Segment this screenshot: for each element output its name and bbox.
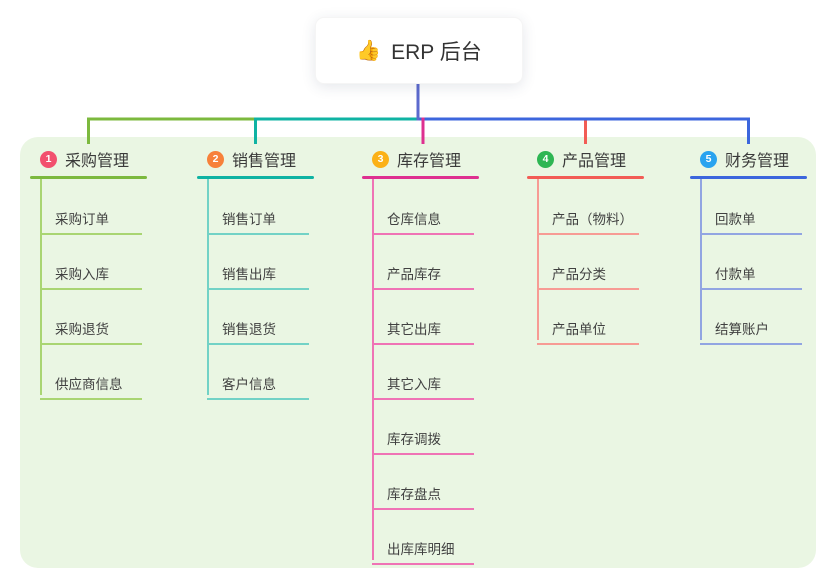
- branch-node-4[interactable]: 4 产品管理: [527, 143, 644, 175]
- child-node-label: 产品单位: [552, 322, 606, 337]
- branch-label: 财务管理: [725, 153, 790, 170]
- branches-panel: [20, 137, 816, 568]
- child-node-label: 采购退货: [55, 322, 109, 337]
- child-node[interactable]: 销售出库: [207, 243, 309, 290]
- child-node-label: 出库库明细: [387, 542, 455, 557]
- child-node[interactable]: 其它入库: [372, 353, 474, 400]
- root-node[interactable]: 👍 ERP 后台: [315, 17, 523, 84]
- child-node-label: 供应商信息: [55, 377, 123, 392]
- child-node-label: 库存调拨: [387, 432, 441, 447]
- branch-label: 产品管理: [562, 153, 627, 170]
- child-node[interactable]: 客户信息: [207, 353, 309, 400]
- child-node[interactable]: 库存调拨: [372, 408, 474, 455]
- child-node[interactable]: 产品（物料）: [537, 188, 639, 235]
- branch-label: 采购管理: [65, 153, 130, 170]
- branch-number-badge: 5: [700, 150, 717, 168]
- branch-1-children-spine: [40, 179, 42, 395]
- branch-node-1[interactable]: 1 采购管理: [30, 143, 147, 175]
- branch-node-3[interactable]: 3 库存管理: [362, 143, 479, 175]
- child-node[interactable]: 供应商信息: [40, 353, 142, 400]
- child-node[interactable]: 库存盘点: [372, 463, 474, 510]
- branch-number-badge: 4: [537, 150, 554, 168]
- branch-5-children-spine: [700, 179, 702, 340]
- branch-label: 销售管理: [232, 153, 297, 170]
- child-node-label: 付款单: [715, 267, 756, 282]
- branch-number-badge: 1: [40, 150, 57, 168]
- root-node-label: ERP 后台: [391, 40, 482, 64]
- branch-1-underline: [30, 176, 147, 179]
- child-node-label: 产品分类: [552, 267, 606, 282]
- child-node-label: 其它入库: [387, 377, 441, 392]
- child-node[interactable]: 回款单: [700, 188, 802, 235]
- thumbs-up-icon: 👍: [356, 40, 382, 62]
- child-node-label: 库存盘点: [387, 487, 441, 502]
- branch-node-5[interactable]: 5 财务管理: [690, 143, 807, 175]
- child-node-label: 销售订单: [222, 212, 276, 227]
- branch-3-children-spine: [372, 179, 374, 560]
- branch-3-underline: [362, 176, 479, 179]
- child-node[interactable]: 销售订单: [207, 188, 309, 235]
- child-node[interactable]: 采购退货: [40, 298, 142, 345]
- child-node-label: 销售退货: [222, 322, 276, 337]
- child-node[interactable]: 付款单: [700, 243, 802, 290]
- child-node[interactable]: 出库库明细: [372, 518, 474, 565]
- child-node[interactable]: 产品单位: [537, 298, 639, 345]
- child-node-label: 销售出库: [222, 267, 276, 282]
- branch-node-2[interactable]: 2 销售管理: [197, 143, 314, 175]
- child-node-label: 其它出库: [387, 322, 441, 337]
- child-node[interactable]: 结算账户: [700, 298, 802, 345]
- child-node[interactable]: 采购入库: [40, 243, 142, 290]
- branch-number-badge: 2: [207, 150, 224, 168]
- child-node-label: 回款单: [715, 212, 756, 227]
- child-node-label: 采购订单: [55, 212, 109, 227]
- child-node-label: 产品库存: [387, 267, 441, 282]
- branch-2-children-spine: [207, 179, 209, 395]
- child-node-label: 采购入库: [55, 267, 109, 282]
- branch-2-underline: [197, 176, 314, 179]
- branch-number-badge: 3: [372, 150, 389, 168]
- child-node[interactable]: 其它出库: [372, 298, 474, 345]
- child-node-label: 结算账户: [715, 322, 769, 337]
- child-node[interactable]: 产品库存: [372, 243, 474, 290]
- child-node-label: 产品（物料）: [552, 212, 633, 227]
- branch-4-children-spine: [537, 179, 539, 340]
- child-node-label: 客户信息: [222, 377, 276, 392]
- child-node-label: 仓库信息: [387, 212, 441, 227]
- child-node[interactable]: 产品分类: [537, 243, 639, 290]
- child-node[interactable]: 仓库信息: [372, 188, 474, 235]
- child-node[interactable]: 销售退货: [207, 298, 309, 345]
- branch-4-underline: [527, 176, 644, 179]
- child-node[interactable]: 采购订单: [40, 188, 142, 235]
- branch-label: 库存管理: [397, 153, 462, 170]
- branch-5-underline: [690, 176, 807, 179]
